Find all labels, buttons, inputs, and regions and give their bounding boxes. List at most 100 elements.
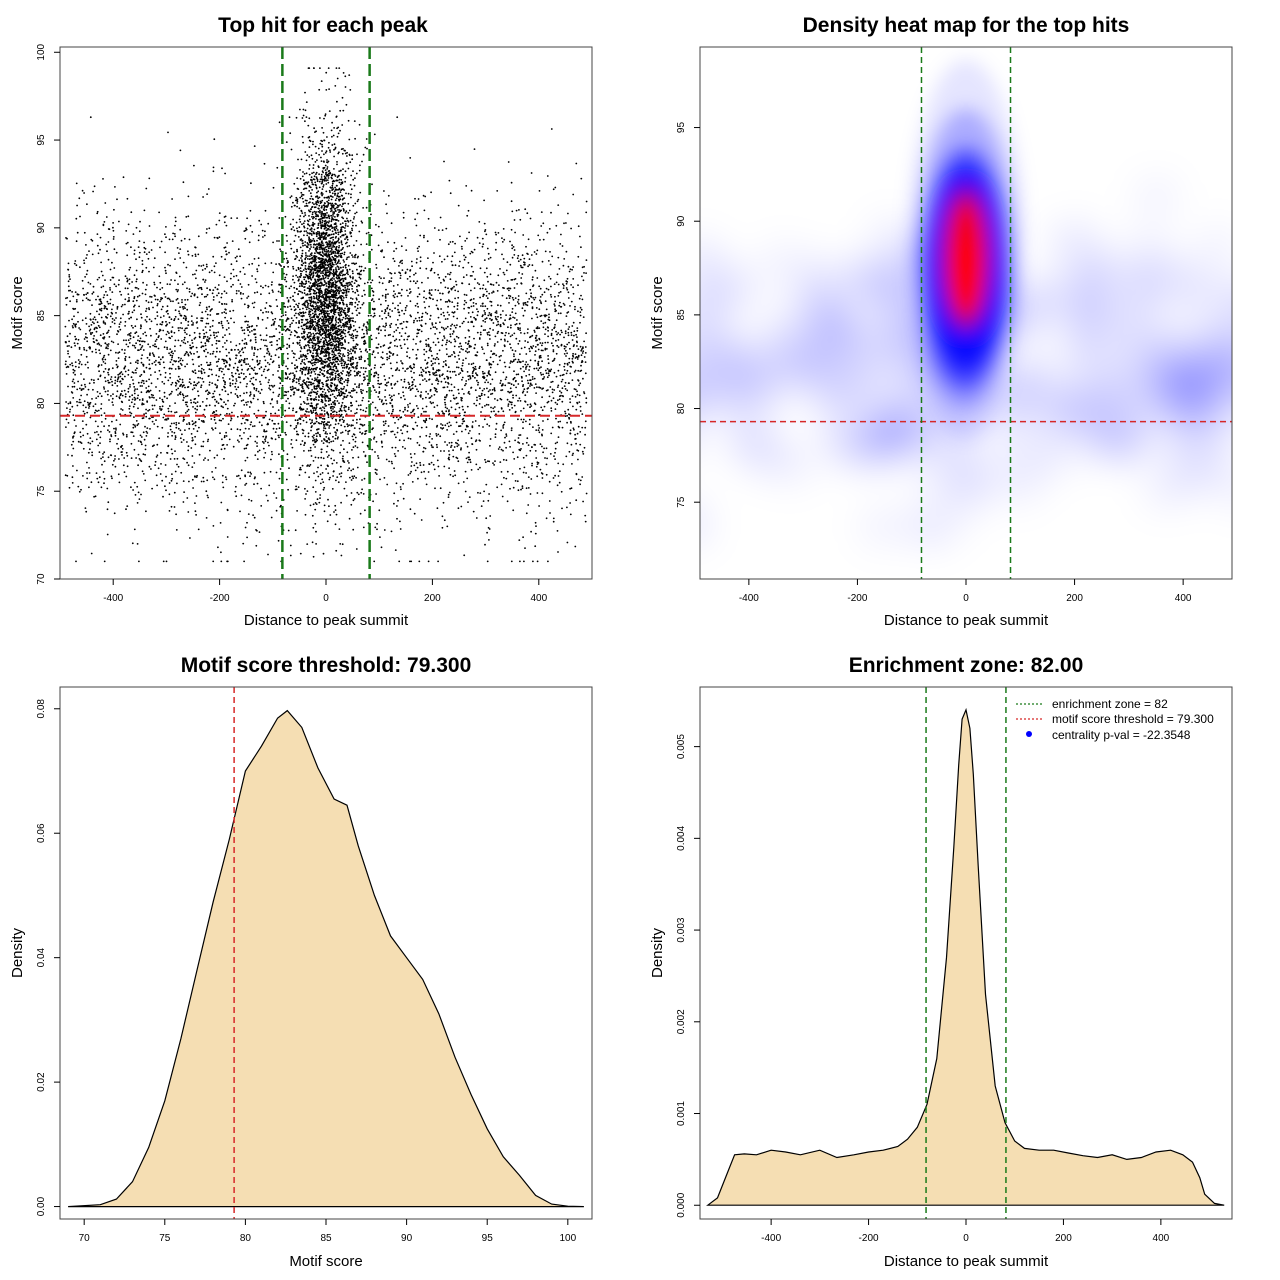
scatter-point bbox=[577, 284, 579, 287]
scatter-point bbox=[184, 342, 187, 345]
scatter-point bbox=[167, 263, 169, 266]
scatter-point bbox=[377, 373, 380, 376]
scatter-point bbox=[435, 443, 438, 446]
scatter-point bbox=[175, 299, 178, 301]
scatter-point bbox=[68, 411, 71, 413]
scatter-point bbox=[243, 332, 246, 335]
scatter-point bbox=[206, 287, 209, 290]
scatter-point bbox=[111, 397, 114, 400]
scatter-point bbox=[444, 275, 447, 278]
scatter-point bbox=[169, 337, 172, 340]
scatter-point bbox=[263, 234, 266, 237]
scatter-point bbox=[512, 298, 515, 301]
scatter-point bbox=[384, 329, 386, 332]
scatter-point bbox=[134, 346, 137, 349]
scatter-point bbox=[419, 256, 422, 259]
scatter-point bbox=[112, 393, 114, 395]
scatter-point bbox=[163, 413, 166, 416]
scatter-point bbox=[576, 329, 579, 332]
scatter-point bbox=[221, 312, 224, 314]
scatter-point bbox=[574, 353, 577, 355]
scatter-point bbox=[137, 491, 140, 494]
scatter-point bbox=[142, 431, 145, 434]
scatter-point bbox=[526, 301, 529, 303]
scatter-point bbox=[174, 345, 176, 348]
scatter-point bbox=[559, 312, 562, 315]
scatter-point bbox=[547, 288, 550, 291]
scatter-point bbox=[530, 254, 533, 256]
scatter-point bbox=[306, 543, 309, 545]
scatter-point bbox=[278, 331, 281, 334]
scatter-point bbox=[431, 322, 434, 324]
scatter-point bbox=[235, 495, 238, 498]
scatter-point bbox=[293, 329, 296, 332]
scatter-point bbox=[159, 323, 162, 325]
scatter-point bbox=[406, 410, 409, 412]
scatter-point bbox=[299, 423, 302, 425]
scatter-point bbox=[358, 356, 361, 359]
scatter-point bbox=[530, 405, 533, 407]
scatter-point bbox=[256, 360, 259, 363]
scatter-point bbox=[103, 477, 106, 480]
scatter-point bbox=[420, 471, 423, 474]
scatter-point bbox=[326, 433, 328, 435]
scatter-point bbox=[191, 358, 194, 361]
scatter-point bbox=[301, 252, 304, 255]
scatter-point bbox=[472, 375, 474, 378]
scatter-point bbox=[448, 273, 451, 276]
scatter-point bbox=[211, 325, 214, 327]
scatter-point bbox=[284, 314, 287, 316]
scatter-point bbox=[67, 422, 70, 424]
scatter-point bbox=[436, 424, 439, 427]
scatter-point bbox=[463, 414, 466, 417]
scatter-point bbox=[574, 305, 576, 308]
scatter-point bbox=[248, 373, 251, 376]
scatter-point bbox=[321, 337, 324, 339]
scatter-point bbox=[100, 364, 103, 366]
scatter-point bbox=[295, 255, 298, 257]
scatter-point bbox=[174, 279, 176, 282]
scatter-point bbox=[464, 342, 467, 344]
scatter-point bbox=[170, 479, 173, 482]
scatter-point bbox=[496, 341, 499, 343]
scatter-point bbox=[89, 299, 91, 302]
scatter-point bbox=[109, 302, 112, 305]
scatter-point bbox=[537, 343, 539, 346]
scatter-point bbox=[192, 487, 195, 489]
scatter-point bbox=[475, 302, 477, 305]
scatter-point bbox=[525, 365, 528, 368]
scatter-point bbox=[383, 256, 385, 259]
scatter-point bbox=[445, 343, 447, 346]
scatter-point bbox=[443, 258, 446, 261]
scatter-point bbox=[428, 373, 431, 376]
scatter-point bbox=[436, 390, 438, 393]
scatter-point bbox=[168, 493, 171, 496]
scatter-point bbox=[145, 320, 148, 323]
scatter-point bbox=[365, 348, 367, 351]
scatter-point bbox=[397, 292, 400, 294]
scatter-point bbox=[361, 328, 364, 331]
scatter-point bbox=[249, 475, 251, 477]
scatter-point bbox=[544, 250, 547, 253]
scatter-point bbox=[153, 281, 156, 284]
scatter-point bbox=[467, 321, 470, 323]
scatter-point bbox=[439, 435, 442, 438]
scatter-point bbox=[241, 368, 244, 371]
scatter-point bbox=[257, 409, 260, 412]
scatter-point bbox=[278, 477, 281, 480]
scatter-point bbox=[68, 319, 70, 322]
scatter-point bbox=[234, 256, 237, 259]
scatter-point bbox=[479, 466, 481, 469]
scatter-point bbox=[214, 398, 216, 401]
scatter-point bbox=[341, 205, 343, 208]
scatter-point bbox=[86, 361, 89, 364]
scatter-point bbox=[345, 494, 348, 497]
scatter-point bbox=[194, 411, 197, 414]
scatter-point bbox=[577, 458, 579, 461]
scatter-point bbox=[582, 350, 585, 353]
scatter-point bbox=[489, 327, 491, 330]
scatter-point bbox=[148, 363, 151, 366]
scatter-point bbox=[256, 359, 259, 362]
scatter-point bbox=[504, 334, 507, 337]
scatter-point bbox=[234, 362, 237, 365]
